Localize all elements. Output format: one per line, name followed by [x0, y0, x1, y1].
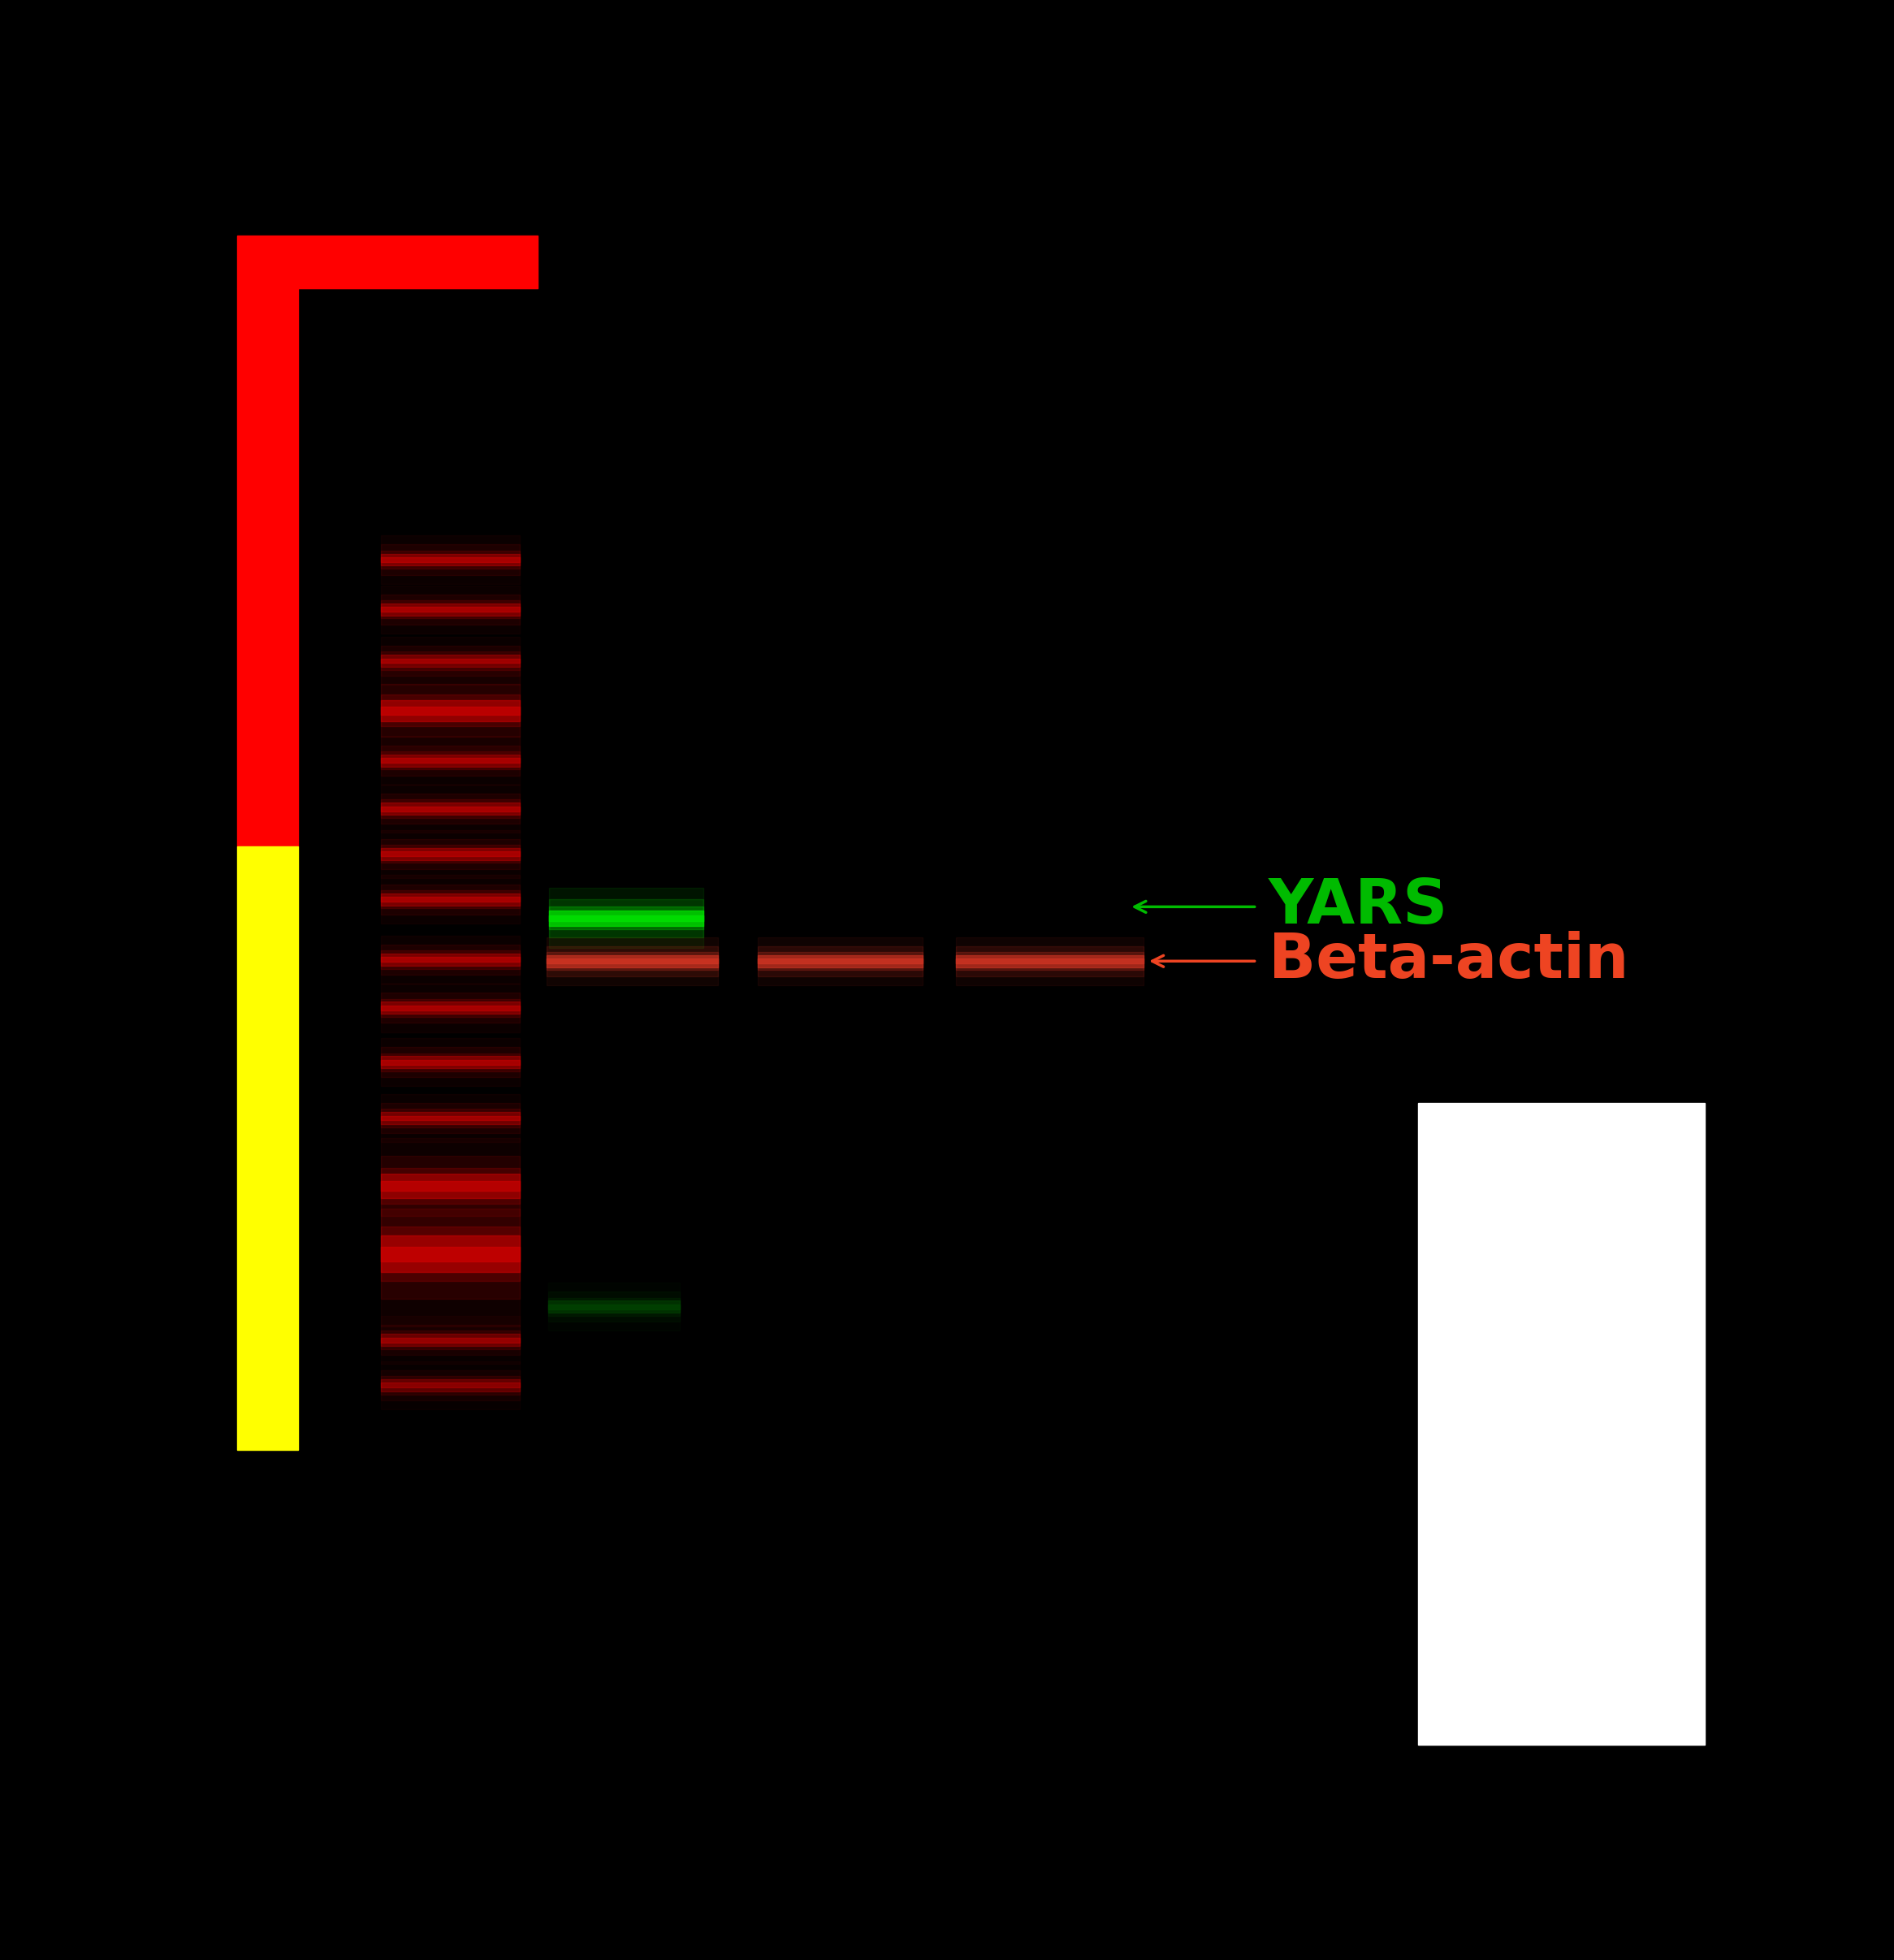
Bar [237, 235, 538, 288]
Bar [237, 288, 299, 847]
Bar [1419, 1103, 1705, 1744]
Text: Beta-actin: Beta-actin [1269, 931, 1629, 992]
Text: YARS: YARS [1269, 876, 1449, 937]
Bar [237, 847, 299, 1450]
